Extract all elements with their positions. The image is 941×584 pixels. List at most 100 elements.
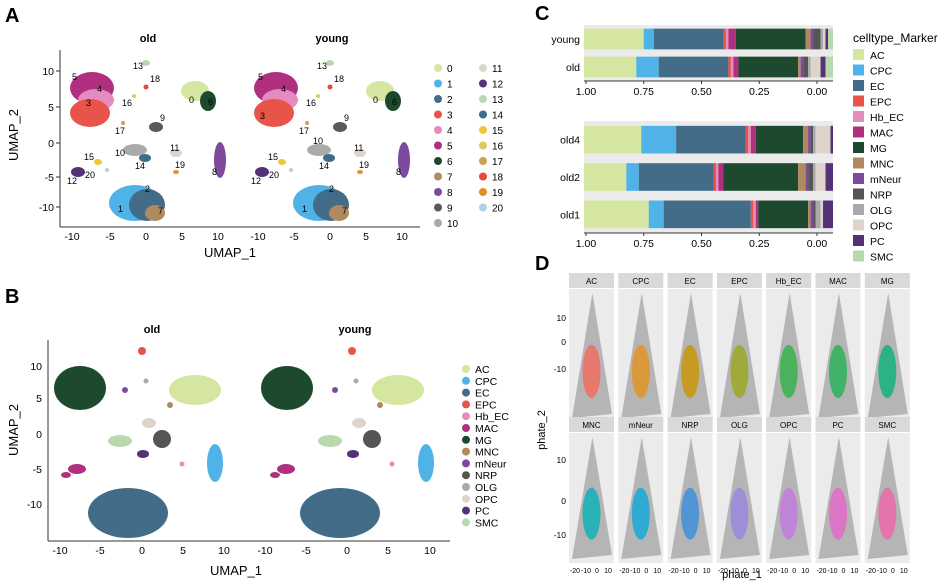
x-tick-label: 10 — [703, 568, 711, 575]
panel-b-umap-young — [261, 347, 434, 538]
panel-b-xticks: -10 -5 0 5 10 -10 -5 0 5 10 — [52, 545, 436, 557]
xtick: -10 — [64, 231, 79, 243]
cluster-label: 11 — [170, 143, 179, 153]
legend-label: 14 — [492, 111, 504, 122]
bar-segment — [641, 125, 677, 154]
bar-segment — [745, 125, 749, 154]
cluster-label: 18 — [334, 74, 344, 84]
panel-b-ylabel: UMAP_2 — [6, 404, 21, 456]
panel-a-umap-old — [70, 60, 226, 221]
ytick: 10 — [30, 361, 42, 373]
panel-d-yticks: 10 0 -10 10 0 -10 — [554, 313, 567, 540]
x-tick-label: 1.00 — [576, 86, 597, 98]
legend-label: 17 — [492, 157, 504, 168]
legend-swatch — [462, 506, 470, 515]
facet-strip — [766, 417, 812, 432]
phate-celltype-cells — [631, 487, 650, 540]
cluster-label: 6 — [392, 97, 397, 107]
facet-strip — [864, 417, 910, 432]
legend-swatch — [434, 157, 442, 165]
xtick: 5 — [363, 231, 369, 243]
legend-label: 12 — [492, 80, 504, 91]
x-tick-label: -10 — [729, 568, 739, 575]
legend-label: 15 — [492, 126, 504, 137]
legend-swatch — [853, 64, 864, 76]
facet-title: OPC — [780, 421, 798, 430]
legend-swatch — [434, 172, 442, 181]
legend-swatch — [479, 95, 487, 103]
facet-CPC: CPC — [618, 273, 664, 422]
cluster-label: 17 — [115, 126, 125, 136]
bar-segment — [653, 28, 724, 50]
xtick: 10 — [212, 231, 224, 243]
bar-segment — [798, 163, 806, 191]
bar-segment — [730, 56, 734, 78]
legend-swatch — [462, 518, 470, 527]
x-tick-label: 0 — [842, 568, 846, 575]
ytick: -10 — [554, 530, 567, 540]
legend-swatch — [853, 49, 864, 60]
phate-celltype-cells — [779, 487, 798, 540]
panel-d: phate_2 phate_1 10 0 -10 10 0 -10 AC CPC E… — [536, 273, 910, 581]
legend-swatch — [853, 235, 864, 246]
facet-title: OLG — [731, 421, 748, 430]
bar-segment — [733, 56, 739, 78]
xtick: -5 — [105, 231, 114, 243]
cluster-label: 1 — [302, 204, 307, 214]
legend-label: 6 — [447, 157, 453, 168]
cluster-label: 3 — [260, 111, 265, 121]
x-tick-label: 10 — [851, 568, 859, 575]
panel-a-xticks: -10 -5 0 5 10 -10 -5 0 5 10 — [64, 231, 408, 243]
x-tick-label: 0.25 — [749, 238, 770, 250]
facet-strip — [569, 273, 614, 288]
panel-a-facet-young: young — [316, 33, 349, 45]
facet-strip — [716, 273, 762, 288]
bar-segment — [738, 56, 799, 78]
category-label: old4 — [560, 135, 580, 147]
cluster-label: 9 — [160, 113, 165, 123]
legend-swatch — [853, 126, 864, 138]
legend-swatch — [853, 80, 864, 91]
legend-swatch — [479, 157, 487, 165]
facet-AC: AC — [569, 273, 614, 422]
legend-label: MG — [475, 435, 492, 447]
cluster-label: 7 — [342, 206, 347, 216]
ytick: -10 — [27, 499, 42, 511]
x-tick-label: -20 — [669, 568, 679, 575]
x-tick-label: -10 — [630, 568, 640, 575]
bar-segment — [636, 56, 659, 78]
panel-d-ylabel: phate_2 — [536, 410, 548, 450]
phate-celltype-cells — [878, 487, 897, 540]
x-tick-label: 0.50 — [691, 238, 712, 250]
legend-label: CPC — [870, 66, 893, 78]
cluster-label: 4 — [97, 84, 102, 94]
cluster-label: 3 — [86, 98, 91, 108]
panel-b: old young UMAP_2 UMAP_1 10 5 0 -5 -10 -1… — [6, 324, 509, 578]
bar-segment — [755, 125, 804, 154]
legend-label: 3 — [447, 111, 453, 122]
xtick: -10 — [250, 231, 265, 243]
bar-segment — [798, 56, 801, 78]
xtick: 5 — [179, 231, 185, 243]
panel-a-cluster-labels-old: 0 1 2 3 4 5 6 7 8 9 10 11 12 13 14 15 16… — [67, 61, 217, 216]
bar-segment — [813, 28, 821, 50]
facet-OPC: OPC -20 -10 0 10 — [766, 417, 812, 575]
facet-strip — [815, 417, 861, 432]
legend-label: 2 — [447, 95, 453, 106]
cluster-label: 11 — [354, 143, 363, 153]
legend-label: 19 — [492, 188, 504, 199]
facet-title: Hb_EC — [776, 277, 802, 286]
legend-swatch — [462, 388, 470, 397]
bar-segment — [723, 163, 799, 191]
legend-swatch — [434, 188, 442, 196]
facet-strip — [569, 417, 614, 432]
bar-segment — [753, 200, 756, 229]
facet-strip — [618, 273, 664, 288]
x-tick-label: -20 — [816, 568, 826, 575]
x-tick-label: 0 — [595, 568, 599, 575]
cluster-label: 20 — [85, 170, 95, 180]
cluster-label: 14 — [135, 161, 145, 171]
phate-celltype-cells — [681, 344, 700, 399]
